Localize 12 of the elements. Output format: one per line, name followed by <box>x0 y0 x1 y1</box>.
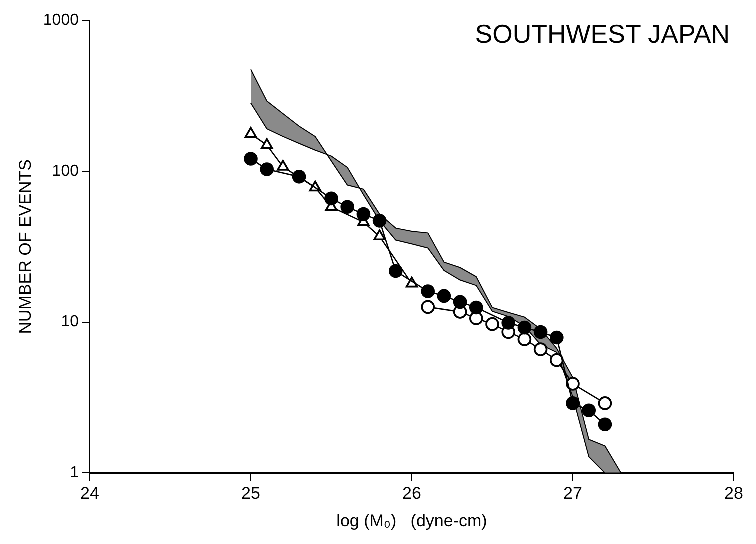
y-tick-label: 1000 <box>43 12 80 30</box>
x-tick-label: 24 <box>80 484 100 504</box>
chart-title: SOUTHWEST JAPAN <box>475 18 730 49</box>
x-tick-label: 26 <box>402 484 422 504</box>
x-axis-title: log (M₀) (dyne-cm) <box>336 511 488 530</box>
y-tick-label: 10 <box>61 314 80 331</box>
x-tick-label: 25 <box>242 484 260 504</box>
x-tick-label: 28 <box>724 484 744 504</box>
x-tick-label: 27 <box>564 484 582 504</box>
y-axis-title: NUMBER OF EVENTS <box>16 160 35 334</box>
y-tick-label: 1 <box>70 464 80 482</box>
y-tick-label: 100 <box>52 162 80 180</box>
